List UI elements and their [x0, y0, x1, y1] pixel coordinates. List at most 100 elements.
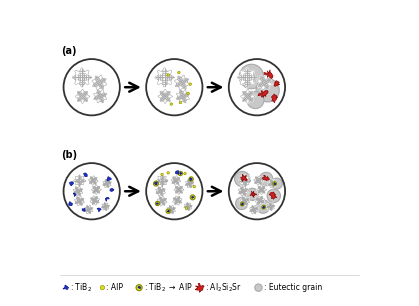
Circle shape: [187, 92, 189, 95]
Circle shape: [239, 64, 264, 89]
Polygon shape: [269, 192, 277, 199]
Polygon shape: [85, 205, 93, 214]
Polygon shape: [258, 90, 268, 97]
Polygon shape: [272, 94, 278, 103]
Polygon shape: [156, 175, 168, 186]
Circle shape: [235, 171, 250, 187]
Polygon shape: [138, 286, 140, 289]
Polygon shape: [106, 197, 109, 201]
Text: : TiB$_2$ $\rightarrow$ AlP: : TiB$_2$ $\rightarrow$ AlP: [144, 282, 192, 294]
Polygon shape: [255, 196, 265, 205]
Circle shape: [189, 83, 191, 85]
Text: : AlP: : AlP: [106, 283, 123, 292]
Polygon shape: [75, 89, 90, 103]
Circle shape: [64, 163, 120, 219]
Polygon shape: [167, 210, 169, 212]
Circle shape: [64, 59, 120, 115]
Polygon shape: [264, 70, 273, 79]
Polygon shape: [185, 179, 194, 188]
Circle shape: [256, 200, 270, 213]
Polygon shape: [241, 174, 247, 181]
Circle shape: [167, 74, 169, 76]
Circle shape: [229, 163, 285, 219]
Polygon shape: [92, 75, 107, 90]
Text: : TiB$_2$: : TiB$_2$: [70, 282, 92, 294]
Polygon shape: [250, 205, 258, 214]
Circle shape: [189, 177, 193, 181]
Circle shape: [153, 181, 158, 186]
Circle shape: [235, 197, 248, 210]
Polygon shape: [73, 186, 83, 196]
Polygon shape: [73, 193, 76, 196]
Polygon shape: [240, 196, 250, 206]
Polygon shape: [69, 202, 72, 206]
Text: : Eutectic grain: : Eutectic grain: [264, 283, 322, 292]
Polygon shape: [70, 182, 73, 186]
Polygon shape: [176, 90, 189, 103]
Circle shape: [167, 172, 169, 174]
Polygon shape: [238, 186, 248, 196]
Text: (a): (a): [61, 46, 76, 56]
Circle shape: [178, 171, 183, 176]
Circle shape: [246, 188, 259, 200]
Circle shape: [155, 201, 160, 206]
Polygon shape: [84, 173, 87, 177]
Polygon shape: [174, 75, 189, 90]
Polygon shape: [72, 68, 91, 87]
Polygon shape: [156, 186, 166, 196]
Polygon shape: [75, 196, 84, 206]
Circle shape: [272, 178, 282, 189]
Polygon shape: [74, 175, 85, 186]
Polygon shape: [63, 285, 69, 289]
Polygon shape: [91, 185, 101, 195]
Polygon shape: [191, 196, 194, 198]
Polygon shape: [268, 179, 277, 188]
Polygon shape: [257, 75, 272, 90]
Polygon shape: [82, 208, 85, 211]
Polygon shape: [174, 185, 184, 195]
Polygon shape: [103, 179, 111, 188]
Circle shape: [255, 284, 262, 291]
Circle shape: [229, 59, 285, 115]
Polygon shape: [171, 176, 181, 185]
Polygon shape: [274, 81, 280, 86]
Circle shape: [184, 172, 186, 175]
Polygon shape: [155, 68, 174, 87]
Polygon shape: [155, 182, 157, 185]
Polygon shape: [266, 203, 275, 211]
Polygon shape: [263, 206, 264, 208]
Circle shape: [259, 172, 273, 186]
Circle shape: [178, 71, 180, 74]
Polygon shape: [241, 89, 255, 103]
Circle shape: [262, 205, 266, 209]
Circle shape: [267, 189, 280, 203]
Polygon shape: [175, 171, 179, 174]
Polygon shape: [274, 183, 276, 185]
Polygon shape: [94, 90, 107, 103]
Circle shape: [190, 195, 195, 200]
Polygon shape: [241, 203, 243, 205]
Polygon shape: [195, 283, 204, 292]
Circle shape: [193, 185, 195, 188]
Circle shape: [161, 173, 163, 176]
Circle shape: [256, 79, 279, 102]
Polygon shape: [173, 196, 182, 205]
Polygon shape: [184, 203, 192, 211]
Circle shape: [273, 182, 277, 185]
Polygon shape: [101, 203, 109, 211]
Circle shape: [136, 285, 142, 291]
Circle shape: [166, 209, 171, 213]
Text: : Al$_2$Si$_2$Sr: : Al$_2$Si$_2$Sr: [205, 282, 242, 294]
Circle shape: [146, 59, 202, 115]
Polygon shape: [110, 188, 114, 191]
Polygon shape: [97, 208, 101, 212]
Polygon shape: [157, 196, 167, 206]
Polygon shape: [238, 68, 257, 87]
Polygon shape: [250, 191, 257, 197]
Polygon shape: [263, 175, 269, 181]
Circle shape: [247, 91, 264, 109]
Circle shape: [185, 207, 188, 209]
Polygon shape: [257, 185, 266, 195]
Polygon shape: [158, 89, 172, 103]
Polygon shape: [90, 196, 99, 205]
